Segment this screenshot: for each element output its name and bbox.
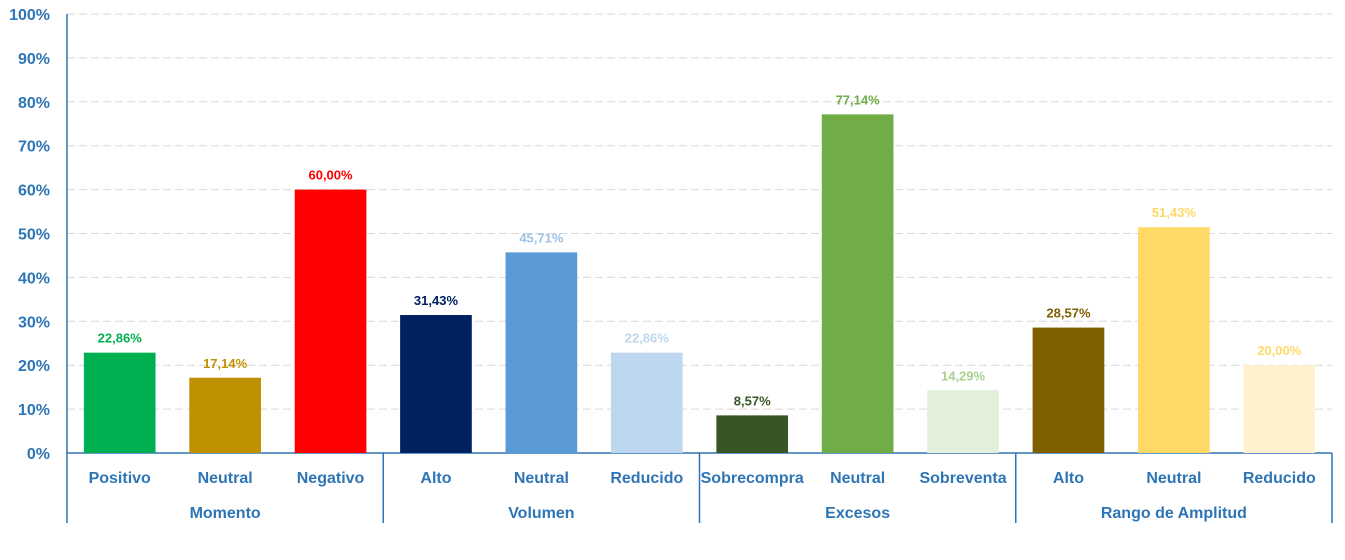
- bar-excesos-neutral: [821, 114, 894, 453]
- x-category-label: Sobreventa: [919, 470, 1006, 487]
- bar-rango-de-amplitud-neutral: [1138, 227, 1210, 453]
- y-tick-label: 90%: [18, 51, 50, 68]
- x-category-label: Negativo: [297, 470, 365, 487]
- x-category-label: Neutral: [198, 470, 253, 487]
- y-tick-label: 70%: [18, 139, 50, 156]
- x-group-label: Excesos: [825, 505, 890, 522]
- bar-excesos-sobrecompra: [716, 415, 789, 453]
- x-group-label: Momento: [190, 505, 261, 522]
- x-category-label: Alto: [1053, 470, 1084, 487]
- bar-momento-negativo: [294, 189, 367, 453]
- x-category-label: Neutral: [1146, 470, 1201, 487]
- data-label: 20,00%: [1257, 343, 1302, 358]
- y-tick-label: 50%: [18, 227, 50, 244]
- data-label: 51,43%: [1152, 205, 1197, 220]
- x-category-label: Reducido: [610, 470, 683, 487]
- data-label: 22,86%: [625, 331, 670, 346]
- y-tick-label: 40%: [18, 270, 50, 287]
- bar-rango-de-amplitud-reducido: [1243, 365, 1316, 453]
- x-category-label: Alto: [420, 470, 451, 487]
- bar-excesos-sobreventa: [927, 390, 999, 453]
- x-category-label: Reducido: [1243, 470, 1316, 487]
- bar-volumen-alto: [400, 315, 472, 453]
- bar-volumen-neutral: [505, 252, 578, 453]
- bar-momento-neutral: [189, 377, 261, 453]
- y-tick-label: 100%: [9, 7, 50, 24]
- y-tick-label: 30%: [18, 314, 50, 331]
- bar-volumen-reducido: [610, 352, 683, 453]
- bar-rango-de-amplitud-alto: [1032, 327, 1105, 453]
- data-label: 31,43%: [414, 293, 459, 308]
- y-tick-label: 60%: [18, 183, 50, 200]
- y-tick-label: 0%: [27, 446, 50, 463]
- data-label: 28,57%: [1046, 306, 1091, 321]
- data-label: 8,57%: [734, 393, 771, 408]
- data-label: 22,86%: [98, 331, 143, 346]
- x-group-label: Volumen: [508, 505, 574, 522]
- y-tick-label: 10%: [18, 402, 50, 419]
- x-category-label: Neutral: [514, 470, 569, 487]
- x-category-label: Positivo: [89, 470, 151, 487]
- x-group-label: Rango de Amplitud: [1101, 505, 1247, 522]
- x-category-label: Neutral: [830, 470, 885, 487]
- y-tick-label: 80%: [18, 95, 50, 112]
- x-category-label: Sobrecompra: [701, 470, 804, 487]
- data-label: 77,14%: [836, 92, 881, 107]
- data-label: 14,29%: [941, 368, 986, 383]
- bar-momento-positivo: [83, 352, 156, 453]
- data-label: 45,71%: [519, 230, 564, 245]
- data-label: 60,00%: [308, 168, 353, 183]
- data-label: 17,14%: [203, 356, 248, 371]
- y-tick-label: 20%: [18, 358, 50, 375]
